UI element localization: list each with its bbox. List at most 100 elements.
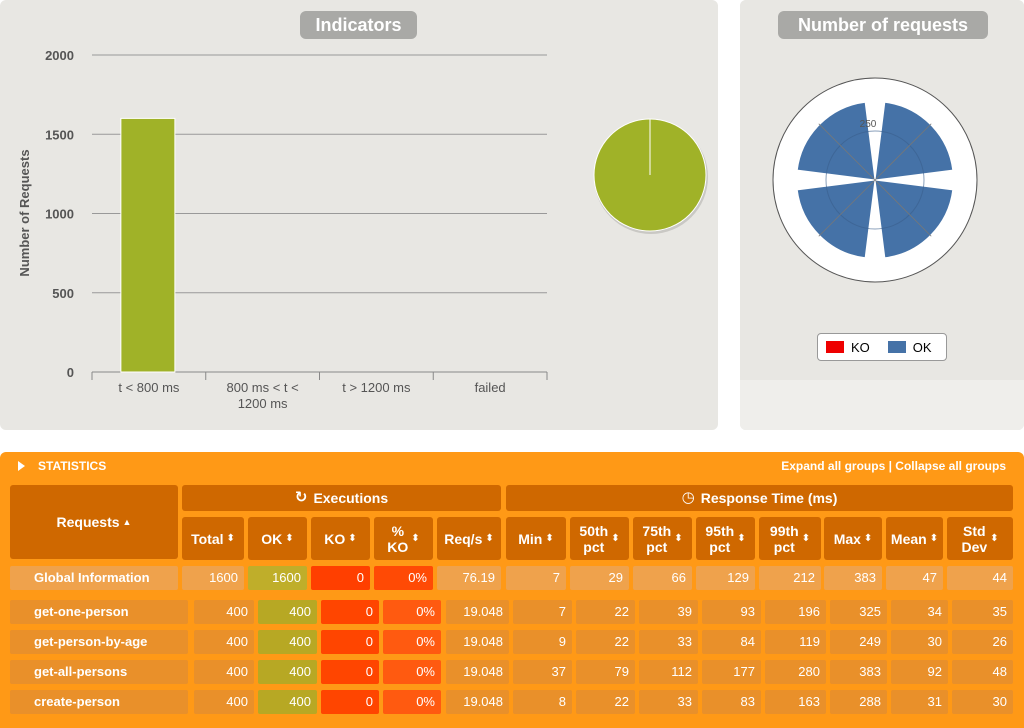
cell-p99: 119 xyxy=(765,630,826,654)
column-header-min[interactable]: Min ⬍ xyxy=(506,517,566,560)
column-header-label: 99th pct xyxy=(769,522,799,555)
cell-ok: 400 xyxy=(258,660,317,684)
indicators-title: Indicators xyxy=(300,11,417,39)
cell-std: 44 xyxy=(947,566,1013,590)
column-header-mean[interactable]: Mean ⬍ xyxy=(886,517,943,560)
cell-reqs: 19.048 xyxy=(446,600,509,624)
cell-total: 1600 xyxy=(182,566,244,590)
cell-p75: 66 xyxy=(633,566,692,590)
sort-icon: ⬍ xyxy=(929,532,939,544)
cell-p99: 196 xyxy=(765,600,826,624)
group-links-separator: | xyxy=(885,459,896,473)
requests-polar-chart: 250 xyxy=(772,77,978,283)
cell-std: 30 xyxy=(952,690,1013,714)
x-tick-label: 800 ms < t <1200 ms xyxy=(226,380,298,411)
request-name[interactable]: get-one-person xyxy=(10,600,188,624)
cell-p75: 33 xyxy=(639,630,698,654)
cell-max: 249 xyxy=(830,630,887,654)
request-name[interactable]: get-person-by-age xyxy=(10,630,188,654)
group-header-response-time[interactable]: ◷ Response Time (ms) xyxy=(506,485,1013,511)
cell-reqs: 19.048 xyxy=(446,690,509,714)
cell-min: 9 xyxy=(513,630,572,654)
cell-p50: 22 xyxy=(576,600,635,624)
cell-pct_ko: 0% xyxy=(383,630,441,654)
sort-icon: ⬍ xyxy=(226,532,235,544)
x-tick-label: failed xyxy=(475,380,506,395)
clock-icon: ◷ xyxy=(681,489,695,506)
statistics-header: STATISTICS Expand all groups | Collapse … xyxy=(0,452,1024,480)
cell-max: 325 xyxy=(830,600,887,624)
column-header-label: % KO xyxy=(387,522,409,555)
x-tick-label: t < 800 ms xyxy=(118,380,180,395)
column-header-label: Mean xyxy=(890,530,927,547)
cell-ko: 0 xyxy=(321,690,379,714)
request-name[interactable]: get-all-persons xyxy=(10,660,188,684)
column-header-reqs[interactable]: Req/s ⬍ xyxy=(437,517,501,560)
column-header-ko[interactable]: KO ⬍ xyxy=(311,517,370,560)
requests-legend: KO OK xyxy=(817,333,947,361)
column-header-label: Total xyxy=(191,530,224,547)
cell-ko: 0 xyxy=(311,566,370,590)
cell-ok: 1600 xyxy=(248,566,307,590)
column-header-label: 95th pct xyxy=(705,522,735,555)
cell-p75: 33 xyxy=(639,690,698,714)
expand-all-groups-link[interactable]: Expand all groups xyxy=(781,459,886,473)
column-header-p99[interactable]: 99th pct ⬍ xyxy=(759,517,821,560)
legend-item-ok[interactable]: OK xyxy=(887,340,932,355)
y-tick-label: 500 xyxy=(52,286,74,301)
column-header-label: KO xyxy=(324,530,346,547)
indicators-panel: Indicators 0 500 1000 1500 2000 t < 800 ms 800… xyxy=(0,0,718,430)
cell-total: 400 xyxy=(194,630,254,654)
cell-min: 8 xyxy=(513,690,572,714)
y-tick-label: 2000 xyxy=(45,48,74,63)
y-tick-label: 0 xyxy=(67,365,74,380)
collapse-all-groups-link[interactable]: Collapse all groups xyxy=(895,459,1006,473)
y-tick-label: 1500 xyxy=(45,127,74,142)
cell-std: 48 xyxy=(952,660,1013,684)
cell-p95: 129 xyxy=(696,566,755,590)
statistics-section: STATISTICS Expand all groups | Collapse … xyxy=(0,452,1024,728)
column-header-ok[interactable]: OK ⬍ xyxy=(248,517,307,560)
cell-max: 383 xyxy=(830,660,887,684)
column-header-p95[interactable]: 95th pct ⬍ xyxy=(696,517,755,560)
cell-mean: 31 xyxy=(891,690,948,714)
legend-swatch-ok xyxy=(887,341,906,353)
cell-reqs: 76.19 xyxy=(437,566,501,590)
column-header-pct_ko[interactable]: % KO ⬍ xyxy=(374,517,433,560)
bar[interactable] xyxy=(120,117,176,373)
cell-pct_ko: 0% xyxy=(383,660,441,684)
column-header-requests[interactable]: Requests ▲ xyxy=(10,485,178,559)
column-header-max[interactable]: Max ⬍ xyxy=(824,517,882,560)
cell-mean: 47 xyxy=(886,566,943,590)
indicators-bar-chart: 0 500 1000 1500 2000 t < 800 ms 800 ms < t <12… xyxy=(17,48,548,411)
cell-ok: 400 xyxy=(258,630,317,654)
legend-swatch-ko xyxy=(826,341,844,353)
column-header-p50[interactable]: 50th pct ⬍ xyxy=(570,517,629,560)
refresh-icon: ↻ xyxy=(294,489,308,506)
collapse-triangle-icon[interactable] xyxy=(18,461,25,471)
request-name[interactable]: create-person xyxy=(10,690,188,714)
polar-tick-label: 250 xyxy=(860,119,877,130)
sort-icon: ⬍ xyxy=(611,532,620,544)
group-header-executions[interactable]: ↻ Executions xyxy=(182,485,501,511)
indicators-pie-chart xyxy=(593,118,708,234)
request-name[interactable]: Global Information xyxy=(10,566,178,590)
cell-total: 400 xyxy=(194,690,254,714)
y-axis-label: Number of Requests xyxy=(17,149,32,276)
cell-max: 288 xyxy=(830,690,887,714)
column-header-label: Max xyxy=(833,530,861,547)
cell-ko: 0 xyxy=(321,630,379,654)
column-header-p75[interactable]: 75th pct ⬍ xyxy=(633,517,692,560)
legend-item-ko[interactable]: KO xyxy=(826,340,870,355)
statistics-title[interactable]: STATISTICS xyxy=(38,459,107,473)
polar-spoke xyxy=(818,179,876,237)
cell-p99: 280 xyxy=(765,660,826,684)
polar-spoke xyxy=(874,123,932,181)
cell-p50: 29 xyxy=(570,566,629,590)
cell-ok: 400 xyxy=(258,690,317,714)
column-header-label: Std Dev xyxy=(961,522,988,555)
column-header-std[interactable]: Std Dev ⬍ xyxy=(947,517,1013,560)
column-header-total[interactable]: Total ⬍ xyxy=(182,517,244,560)
cell-p95: 84 xyxy=(702,630,761,654)
cell-pct_ko: 0% xyxy=(383,690,441,714)
